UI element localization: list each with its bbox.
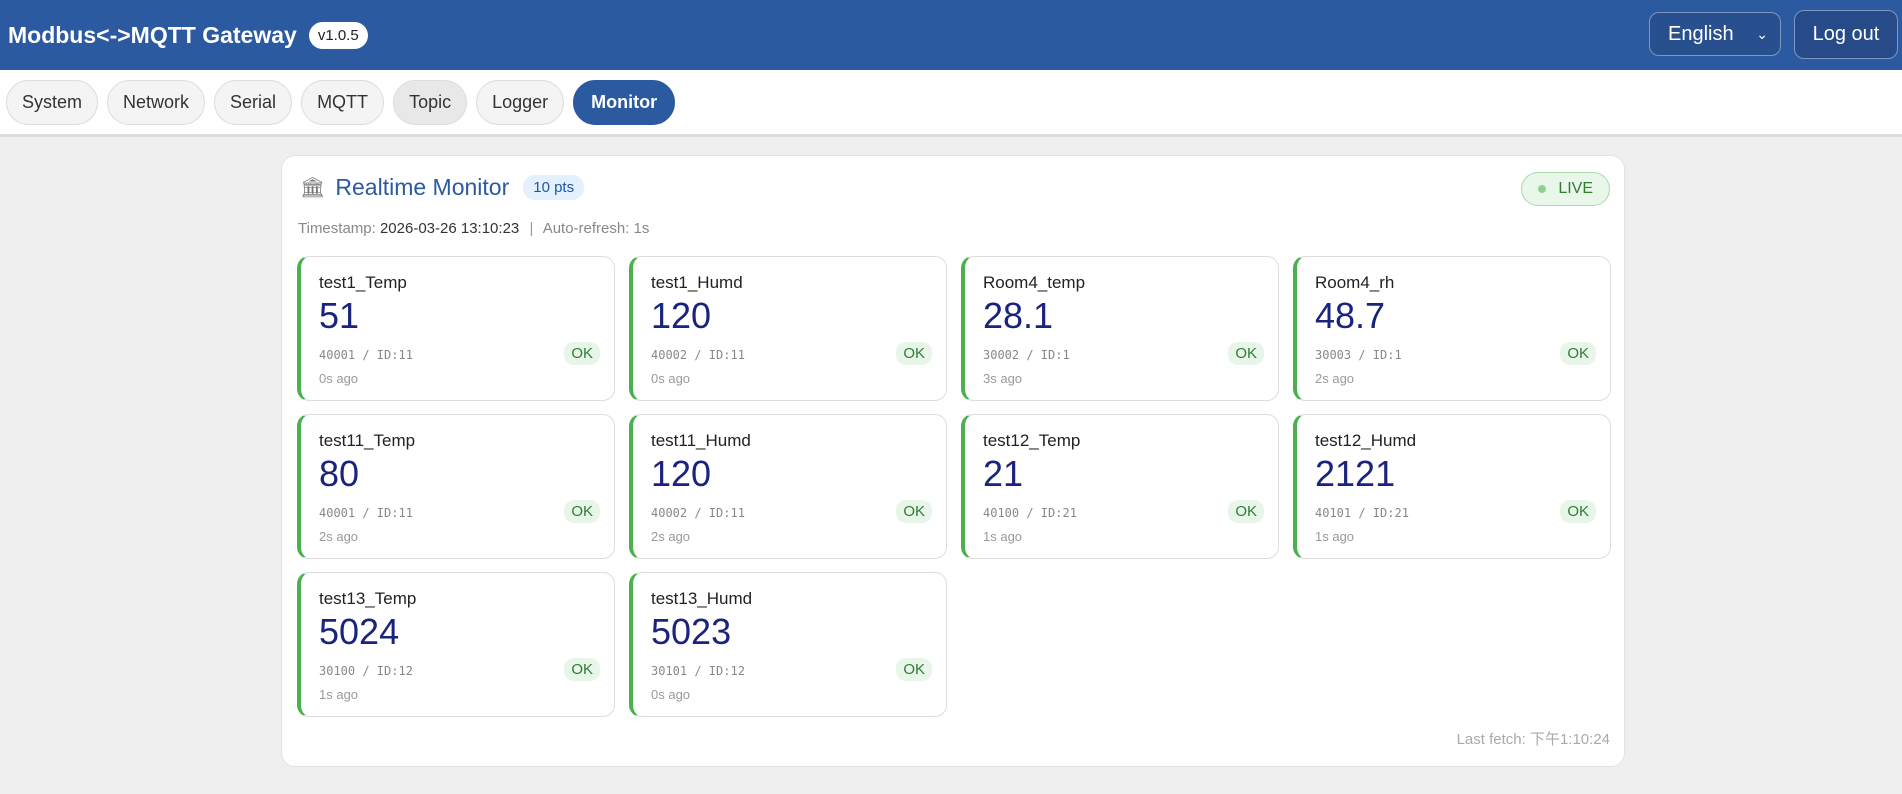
- point-address: 40100 / ID:21: [983, 506, 1077, 520]
- point-value: 48.7: [1315, 295, 1386, 336]
- point-tile: test11_Humd 120 40002 / ID:11 OK 2s ago: [629, 414, 947, 559]
- point-address: 30100 / ID:12: [319, 664, 413, 678]
- point-name: test1_Temp: [319, 273, 407, 292]
- last-fetch: Last fetch: 下午1:10:24: [1456, 731, 1610, 748]
- point-value: 120: [651, 453, 712, 494]
- tab-mqtt[interactable]: MQTT: [301, 79, 385, 125]
- building-icon: 🏛: [300, 177, 326, 199]
- status-badge: OK: [896, 658, 932, 681]
- point-tile: Room4_rh 48.7 30003 / ID:1 OK 2s ago: [1293, 256, 1611, 401]
- timestamp-label: Timestamp:: [298, 220, 376, 237]
- point-value: 5024: [319, 611, 400, 652]
- point-name: test13_Temp: [319, 589, 417, 608]
- tab-system[interactable]: System: [6, 79, 99, 125]
- language-value: English: [1668, 22, 1734, 45]
- auto-refresh: Auto-refresh: 1s: [542, 220, 650, 237]
- point-name: test12_Humd: [1315, 431, 1417, 450]
- point-address: 40002 / ID:11: [651, 506, 745, 520]
- live-dot-icon: [1538, 185, 1547, 193]
- tab-logger[interactable]: Logger: [476, 79, 565, 125]
- status-badge: OK: [1560, 500, 1596, 523]
- point-address: 40001 / ID:11: [319, 506, 413, 520]
- point-age: 2s ago: [319, 529, 359, 544]
- point-age: 0s ago: [651, 687, 691, 702]
- status-badge: OK: [564, 500, 600, 523]
- point-address: 40002 / ID:11: [651, 348, 745, 362]
- point-name: Room4_rh: [1315, 273, 1395, 292]
- point-name: test1_Humd: [651, 273, 743, 292]
- point-value: 120: [651, 295, 712, 336]
- point-tile: test12_Temp 21 40100 / ID:21 OK 1s ago: [961, 414, 1279, 559]
- point-value: 2121: [1315, 453, 1396, 494]
- point-tile: test11_Temp 80 40001 / ID:11 OK 2s ago: [297, 414, 615, 559]
- point-age: 2s ago: [651, 529, 691, 544]
- realtime-monitor-card: 🏛 Realtime Monitor 10 pts LIVE Timestamp…: [281, 155, 1625, 767]
- point-age: 1s ago: [319, 687, 359, 702]
- point-name: test11_Temp: [319, 431, 416, 450]
- point-value: 28.1: [983, 295, 1054, 336]
- point-age: 3s ago: [983, 371, 1023, 386]
- status-badge: OK: [896, 342, 932, 365]
- tab-network[interactable]: Network: [107, 79, 206, 125]
- point-address: 30002 / ID:1: [983, 348, 1070, 362]
- status-badge: OK: [896, 500, 932, 523]
- version-badge: v1.0.5: [308, 21, 368, 49]
- monitor-heading: 🏛 Realtime Monitor 10 pts: [300, 174, 585, 201]
- nav-tabs: System Network Serial MQTT Topic Logger …: [0, 70, 1902, 137]
- language-select[interactable]: English ⌄: [1649, 12, 1781, 56]
- point-address: 30003 / ID:1: [1315, 348, 1402, 362]
- point-age: 0s ago: [319, 371, 359, 386]
- point-address: 30101 / ID:12: [651, 664, 745, 678]
- point-age: 2s ago: [1315, 371, 1355, 386]
- point-tile: test13_Humd 5023 30101 / ID:12 OK 0s ago: [629, 572, 947, 717]
- tab-serial[interactable]: Serial: [214, 79, 293, 125]
- chevron-down-icon: ⌄: [1756, 25, 1768, 42]
- point-tile: test12_Humd 2121 40101 / ID:21 OK 1s ago: [1293, 414, 1611, 559]
- point-address: 40101 / ID:21: [1315, 506, 1409, 520]
- status-badge: OK: [1228, 500, 1264, 523]
- point-tile: test13_Temp 5024 30100 / ID:12 OK 1s ago: [297, 572, 615, 717]
- live-label: LIVE: [1558, 180, 1593, 197]
- timestamp-value: 2026-03-26 13:10:23: [379, 220, 520, 237]
- monitor-title: Realtime Monitor: [335, 174, 510, 200]
- point-address: 40001 / ID:11: [319, 348, 413, 362]
- point-value: 5023: [651, 611, 732, 652]
- monitor-meta: Timestamp: 2026-03-26 13:10:23 | Auto-re…: [298, 220, 649, 237]
- app-header: Modbus<->MQTT Gateway v1.0.5 English ⌄ Lo…: [0, 0, 1902, 70]
- live-badge: LIVE: [1521, 172, 1610, 206]
- point-age: 0s ago: [651, 371, 691, 386]
- point-tile: Room4_temp 28.1 30002 / ID:1 OK 3s ago: [961, 256, 1279, 401]
- point-value: 80: [319, 453, 360, 494]
- status-badge: OK: [1228, 342, 1264, 365]
- status-badge: OK: [1560, 342, 1596, 365]
- point-name: test12_Temp: [983, 431, 1081, 450]
- status-badge: OK: [564, 342, 600, 365]
- tab-topic[interactable]: Topic: [393, 79, 468, 125]
- app-title: Modbus<->MQTT Gateway: [8, 21, 297, 48]
- point-age: 1s ago: [1315, 529, 1355, 544]
- point-name: test13_Humd: [651, 589, 753, 608]
- point-tile: test1_Humd 120 40002 / ID:11 OK 0s ago: [629, 256, 947, 401]
- point-tile: test1_Temp 51 40001 / ID:11 OK 0s ago: [297, 256, 615, 401]
- point-value: 51: [319, 295, 360, 336]
- meta-separator: |: [529, 220, 534, 237]
- point-name: test11_Humd: [651, 431, 751, 450]
- tab-monitor[interactable]: Monitor: [573, 79, 676, 125]
- point-age: 1s ago: [983, 529, 1023, 544]
- point-name: Room4_temp: [983, 273, 1086, 292]
- logout-button[interactable]: Log out: [1794, 10, 1898, 59]
- points-count-badge: 10 pts: [523, 175, 585, 200]
- points-grid: test1_Temp 51 40001 / ID:11 OK 0s ago test1_H…: [297, 256, 1611, 717]
- status-badge: OK: [564, 658, 600, 681]
- point-value: 21: [983, 453, 1024, 494]
